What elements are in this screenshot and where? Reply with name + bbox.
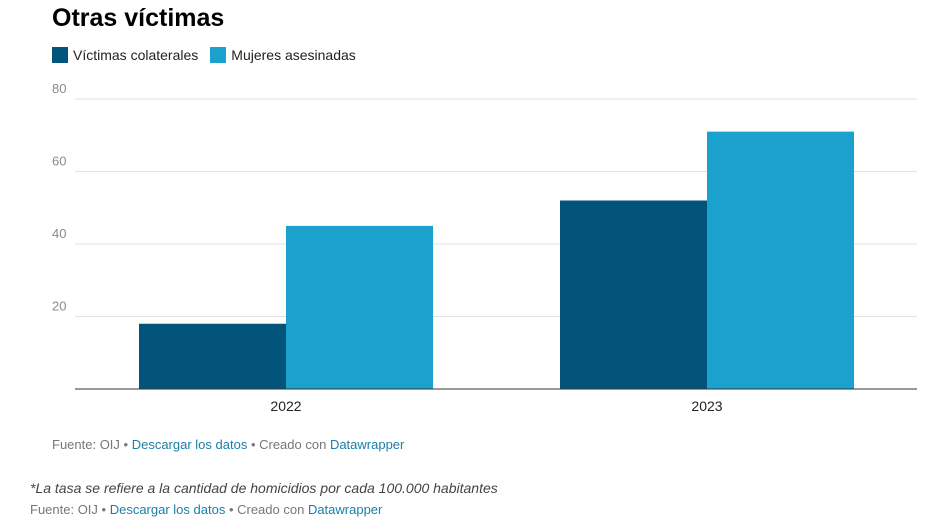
- bar-victimas-colaterales-2023: [560, 200, 707, 389]
- footer-separator: •: [97, 502, 110, 517]
- y-tick-label: 40: [52, 226, 66, 241]
- footer-source: Fuente: OIJ: [30, 502, 98, 517]
- footer-source: Fuente: OIJ: [52, 437, 120, 452]
- footer-credits: Fuente: OIJ • Descargar los datos • Crea…: [52, 437, 404, 452]
- chart-title: Otras víctimas: [52, 4, 225, 32]
- footer-created-with: • Creado con: [225, 502, 308, 517]
- y-tick-label: 60: [52, 154, 66, 169]
- legend-swatch-mujeres-asesinadas: [210, 47, 227, 63]
- bar-mujeres-asesinadas-2023: [707, 131, 854, 389]
- legend: Víctimas colaterales Mujeres asesinadas: [52, 47, 368, 63]
- bar-victimas-colaterales-2022: [139, 323, 286, 389]
- legend-item-mujeres-asesinadas: Mujeres asesinadas: [210, 47, 356, 63]
- footer-created-with: • Creado con: [247, 437, 330, 452]
- download-data-link[interactable]: Descargar los datos: [109, 502, 226, 517]
- x-tick-label: 2022: [270, 398, 301, 414]
- legend-label-victimas-colaterales: Víctimas colaterales: [73, 47, 199, 63]
- datawrapper-link[interactable]: Datawrapper: [307, 502, 383, 517]
- footer-separator: •: [119, 437, 132, 452]
- legend-item-victimas-colaterales: Víctimas colaterales: [52, 47, 198, 63]
- bar-mujeres-asesinadas-2022: [286, 225, 433, 389]
- footnote: *La tasa se refiere a la cantidad de hom…: [30, 480, 498, 496]
- x-tick-label: 2023: [691, 398, 722, 414]
- legend-swatch-victimas-colaterales: [52, 47, 68, 63]
- y-tick-label: 80: [52, 81, 66, 96]
- y-tick-label: 20: [52, 299, 66, 314]
- download-data-link[interactable]: Descargar los datos: [131, 437, 248, 452]
- bar-chart: 20 40 60 80 2022 2023: [52, 81, 917, 414]
- legend-label-mujeres-asesinadas: Mujeres asesinadas: [231, 47, 356, 63]
- datawrapper-link[interactable]: Datawrapper: [329, 437, 405, 452]
- footer-credits-secondary: Fuente: OIJ • Descargar los datos • Crea…: [30, 502, 382, 517]
